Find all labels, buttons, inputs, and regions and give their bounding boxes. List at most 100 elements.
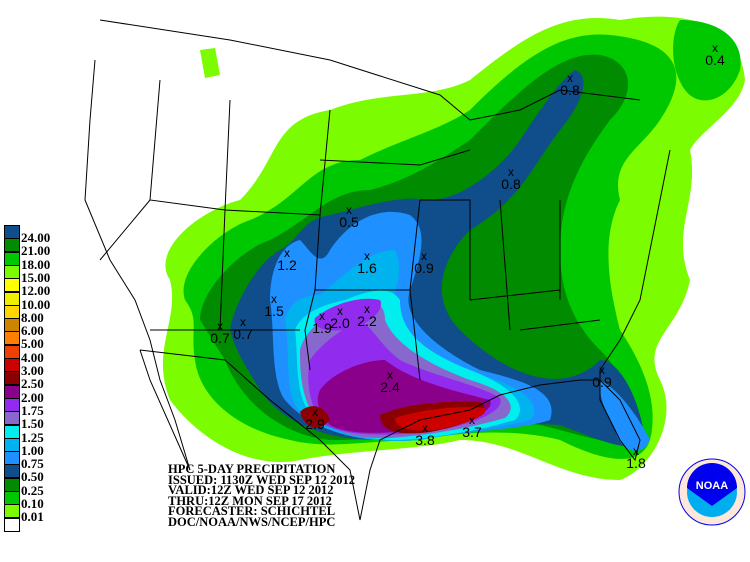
legend-label: 6.00 (21, 323, 44, 339)
maximum-marker: x (217, 319, 223, 333)
legend-label: 18.00 (21, 256, 51, 272)
maximum-value: 0.7 (233, 326, 253, 342)
forecaster: FORECASTER: SCHICHTEL (168, 504, 336, 519)
maximum-value: 1.6 (357, 260, 377, 276)
maximum-marker: x (469, 413, 475, 427)
legend-swatch (4, 517, 20, 532)
legend-label: 8.00 (21, 309, 44, 325)
maximum-marker: x (364, 302, 370, 316)
us-canada-border (99, 19, 641, 121)
legend-swatch (4, 278, 20, 293)
maximum-value: 2.0 (330, 315, 350, 331)
legend-label: 3.00 (21, 363, 44, 378)
legend-swatch (4, 251, 20, 266)
maximum-marker: x (240, 315, 246, 329)
maximum-marker: x (364, 249, 370, 263)
legend-swatch (4, 225, 20, 239)
maximum-value: 2.4 (380, 379, 400, 395)
maximum-marker: x (271, 292, 277, 306)
legend-label: 21.00 (21, 243, 51, 259)
maximum-marker: x (319, 309, 325, 323)
maximum-marker: x (712, 41, 718, 55)
mexico-border (139, 349, 271, 471)
legend-label: 12.00 (21, 283, 51, 299)
maximum-value: 0.8 (560, 82, 580, 98)
legend-swatch (4, 304, 20, 319)
contour-0.75-fl (599, 380, 650, 451)
legend-label: 1.50 (21, 416, 44, 432)
legend-label: 4.00 (21, 349, 44, 365)
agency: DOC/NOAA/NWS/NCEP/HPC (168, 514, 336, 529)
through-time: THRU:12Z MON SEP 17 2012 (168, 493, 332, 508)
legend-swatch (4, 397, 20, 412)
legend-label: 0.75 (21, 456, 44, 472)
noaa-logo: NOAA (678, 458, 746, 526)
legend-swatch (4, 424, 20, 439)
contour-0.10-ne (673, 20, 741, 101)
maximum-value: 3.8 (415, 432, 435, 448)
maximum-value: 0.5 (339, 214, 359, 230)
boundaries (84, 19, 671, 521)
maximum-value: 0.4 (705, 52, 725, 68)
contour-0.01-north (200, 48, 220, 78)
legend-swatch (4, 477, 20, 492)
maximum-value: 0.7 (210, 330, 230, 346)
legend-label: 1.00 (21, 442, 44, 458)
maxima-markers: x0.8x0.8x0.4x0.5x1.2x1.6x0.9x1.5x0.7x0.7… (210, 41, 725, 471)
maximum-marker: x (337, 304, 343, 318)
state-lines (99, 79, 601, 381)
legend-swatch (4, 331, 20, 346)
maximum-marker: x (346, 203, 352, 217)
maximum-value: 3.7 (462, 424, 482, 440)
maximum-value: 1.5 (264, 303, 284, 319)
legend-label: 2.00 (21, 389, 44, 405)
maximum-value: 2.2 (357, 313, 377, 329)
legend-swatch (4, 384, 20, 399)
maximum-value: 1.2 (277, 257, 297, 273)
legend-label: 0.01 (21, 509, 44, 525)
legend-swatch (4, 291, 20, 306)
legend-swatch (4, 504, 20, 519)
maximum-marker: x (312, 405, 318, 419)
legend-swatch (4, 344, 20, 359)
legend-label: 2.50 (21, 376, 44, 392)
maximum-value: 2.9 (305, 416, 325, 432)
legend-label: 0.10 (21, 496, 44, 511)
legend-swatch (4, 318, 20, 333)
maximum-value: 1.8 (626, 455, 646, 471)
legend-swatch (4, 411, 20, 426)
west-coast (84, 59, 191, 471)
precip-contours (162, 16, 746, 481)
maximum-marker: x (422, 421, 428, 435)
legend-swatch (4, 264, 20, 279)
legend-label: 0.50 (21, 469, 44, 485)
legend-swatch (4, 464, 20, 479)
maximum-marker: x (508, 165, 514, 179)
maximum-marker: x (421, 249, 427, 263)
noaa-logo-text: NOAA (696, 480, 728, 492)
maximum-marker: x (284, 246, 290, 260)
legend-label: 5.00 (21, 336, 44, 352)
legend-label: 15.00 (21, 269, 51, 285)
maximum-value: 0.8 (501, 176, 521, 192)
legend-swatch (4, 238, 20, 253)
legend-swatch (4, 491, 20, 505)
maximum-marker: x (567, 71, 573, 85)
legend-label: 0.25 (21, 482, 44, 498)
gulf-coast (269, 149, 671, 521)
title-block: HPC 5-DAY PRECIPITATION ISSUED: 1130Z WE… (168, 462, 355, 529)
legend-label: 1.75 (21, 402, 44, 418)
product-title: HPC 5-DAY PRECIPITATION (168, 462, 336, 476)
maximum-value: 0.9 (592, 374, 612, 390)
issued-time: ISSUED: 1130Z WED SEP 12 2012 (168, 472, 355, 487)
maximum-value: 0.9 (414, 260, 434, 276)
legend-label: 1.25 (21, 429, 44, 445)
maximum-marker: x (633, 444, 639, 458)
valid-time: VALID:12Z WED SEP 12 2012 (168, 483, 334, 498)
maximum-marker: x (387, 368, 393, 382)
legend-label: 24.00 (21, 230, 51, 245)
contour-3.00 (395, 407, 486, 431)
legend-swatch (4, 451, 20, 466)
